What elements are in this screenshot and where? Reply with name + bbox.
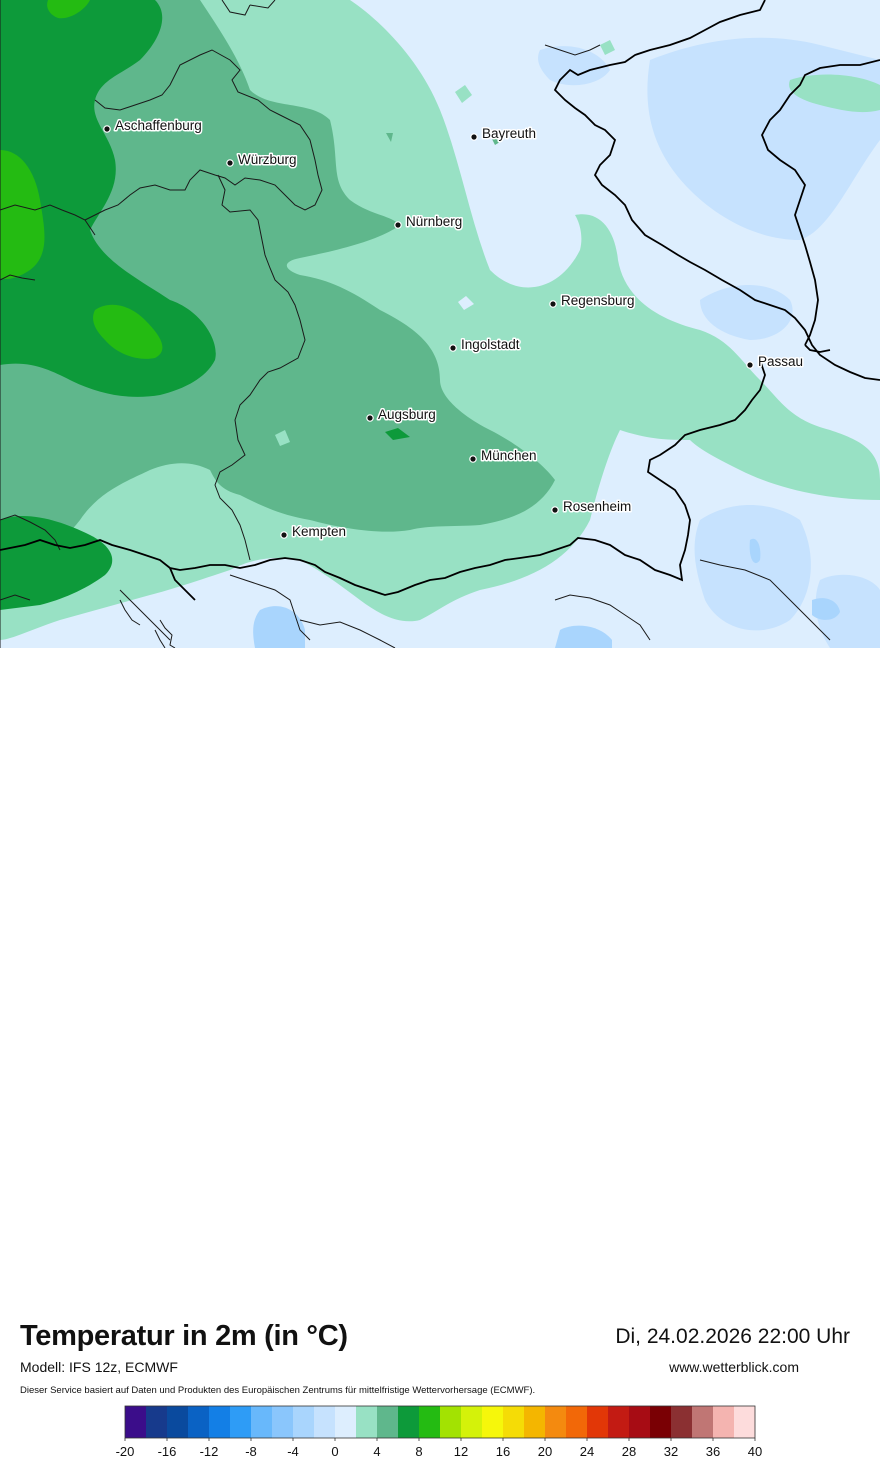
- city-nürnberg: Nürnberg: [394, 213, 464, 231]
- temp-band-minus4-minus2: [253, 538, 840, 648]
- legend-swatch: [566, 1406, 588, 1438]
- legend-tick-label: 24: [580, 1444, 594, 1459]
- temp-band-6-8-south: [0, 515, 113, 610]
- city-label: Ingolstadt: [461, 337, 520, 352]
- model-info: Modell: IFS 12z, ECMWF: [20, 1359, 178, 1375]
- map-footer: Temperatur in 2m (in °C) Di, 24.02.2026 …: [0, 648, 880, 1459]
- city-dot: [449, 344, 457, 352]
- legend-swatch: [713, 1406, 735, 1438]
- legend-tick-label: -8: [245, 1444, 257, 1459]
- national-border: [0, 0, 880, 601]
- city-dot: [394, 221, 402, 229]
- city-label: Augsburg: [378, 407, 436, 422]
- legend-tick-label: -12: [200, 1444, 219, 1459]
- forecast-datetime: Di, 24.02.2026 22:00 Uhr: [615, 1325, 850, 1348]
- legend-swatch: [692, 1406, 714, 1438]
- city-aschaffenburg: Aschaffenburg: [103, 117, 203, 135]
- legend-tick-label: 36: [706, 1444, 720, 1459]
- legend-tick-label: 40: [748, 1444, 762, 1459]
- legend-swatch: [608, 1406, 630, 1438]
- legend-swatch: [398, 1406, 420, 1438]
- legend-tick-label: -16: [158, 1444, 177, 1459]
- legend-swatch: [146, 1406, 168, 1438]
- city-würzburg: Würzburg: [226, 151, 298, 169]
- city-dot: [366, 414, 374, 422]
- city-dot: [470, 133, 478, 141]
- legend-swatch: [125, 1406, 147, 1438]
- legend-tick-label: 12: [454, 1444, 468, 1459]
- legend-swatch: [272, 1406, 294, 1438]
- legend-swatch: [230, 1406, 252, 1438]
- city-ingolstadt: Ingolstadt: [449, 336, 521, 354]
- website-link[interactable]: www.wetterblick.com: [669, 1359, 799, 1375]
- temp-band-2-4-east: [789, 74, 880, 113]
- legend-tick-label: 32: [664, 1444, 678, 1459]
- legend-swatch: [587, 1406, 609, 1438]
- city-dot: [469, 455, 477, 463]
- city-augsburg: Augsburg: [366, 406, 437, 424]
- legend-tick-label: 4: [373, 1444, 380, 1459]
- city-label: Nürnberg: [406, 214, 462, 229]
- legend-swatch: [335, 1406, 357, 1438]
- temperature-map[interactable]: Aschaffenburg Würzburg Bayreuth Nürnberg Reg…: [0, 0, 880, 648]
- map-title: Temperatur in 2m (in °C): [20, 1320, 348, 1352]
- legend-swatch: [734, 1406, 756, 1438]
- legend-swatch: [356, 1406, 378, 1438]
- legend-tick-label: -20: [116, 1444, 135, 1459]
- legend-tick-label: -4: [287, 1444, 299, 1459]
- temp-band-8-10: [0, 0, 163, 359]
- legend-tick-label: 28: [622, 1444, 636, 1459]
- legend-swatch: [314, 1406, 336, 1438]
- legend-swatch: [167, 1406, 189, 1438]
- city-münchen: München: [469, 447, 538, 465]
- city-dot: [551, 506, 559, 514]
- city-label: Würzburg: [238, 152, 297, 167]
- city-passau: Passau: [746, 353, 805, 371]
- temp-band-4-6: [0, 0, 555, 590]
- legend-swatch: [524, 1406, 546, 1438]
- temperature-legend: -20 -16 -12 -8 -4 0 4 8 12 16 20 24 28 32 36 40: [110, 1405, 770, 1474]
- legend-tick-label: 0: [331, 1444, 338, 1459]
- city-label: Regensburg: [561, 293, 635, 308]
- legend-swatch: [629, 1406, 651, 1438]
- legend-swatch: [419, 1406, 441, 1438]
- temp-band-6-8-augsburg: [385, 428, 410, 440]
- city-dot: [226, 159, 234, 167]
- legend-swatch: [188, 1406, 210, 1438]
- city-kempten: Kempten: [280, 523, 348, 541]
- city-label: Passau: [758, 354, 803, 369]
- city-label: München: [481, 448, 537, 463]
- legend-swatch: [377, 1406, 399, 1438]
- legend-swatch: [209, 1406, 231, 1438]
- legend-swatch: [251, 1406, 273, 1438]
- regional-borders: [0, 0, 831, 648]
- legend-tick-label: 20: [538, 1444, 552, 1459]
- city-dot: [103, 125, 111, 133]
- city-dot: [280, 531, 288, 539]
- legend-tick-label: 16: [496, 1444, 510, 1459]
- city-label: Rosenheim: [563, 499, 631, 514]
- disclaimer-text: Dieser Service basiert auf Daten und Pro…: [20, 1385, 536, 1396]
- city-label: Kempten: [292, 524, 346, 539]
- city-dot: [549, 300, 557, 308]
- city-rosenheim: Rosenheim: [551, 498, 633, 516]
- city-bayreuth: Bayreuth: [470, 125, 538, 143]
- city-regensburg: Regensburg: [549, 292, 636, 310]
- city-dot: [746, 361, 754, 369]
- legend-swatch: [545, 1406, 567, 1438]
- legend-swatch: [671, 1406, 693, 1438]
- city-markers: Aschaffenburg Würzburg Bayreuth Nürnberg Reg…: [103, 117, 805, 541]
- legend-swatch: [503, 1406, 525, 1438]
- lake-shore: [154, 619, 176, 648]
- legend-swatch: [293, 1406, 315, 1438]
- city-label: Bayreuth: [482, 126, 536, 141]
- legend-swatch: [650, 1406, 672, 1438]
- legend-tick-label: 8: [415, 1444, 422, 1459]
- legend-swatch: [482, 1406, 504, 1438]
- temp-band-6-8: [0, 0, 216, 397]
- city-label: Aschaffenburg: [115, 118, 202, 133]
- legend-swatch: [461, 1406, 483, 1438]
- legend-swatch: [440, 1406, 462, 1438]
